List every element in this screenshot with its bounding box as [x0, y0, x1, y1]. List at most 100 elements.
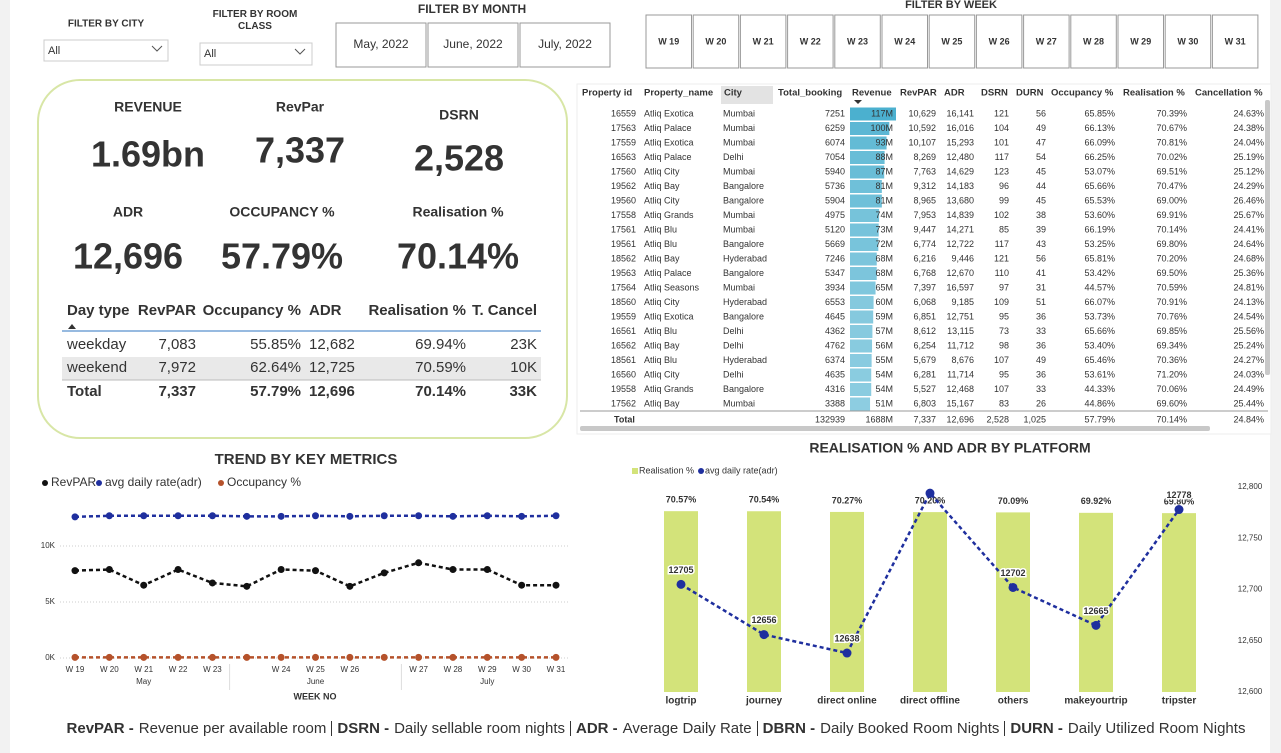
scrollbar[interactable]: [1265, 100, 1270, 375]
week-button[interactable]: [928, 14, 976, 69]
dropdown[interactable]: [43, 39, 169, 62]
table-cell: 45: [1036, 195, 1046, 205]
point: [483, 512, 491, 520]
month-button[interactable]: [519, 22, 611, 68]
point: [415, 559, 423, 567]
y2-tick-label: 12,750: [1238, 533, 1263, 542]
table-cell: 53.25%: [1084, 239, 1115, 249]
table-cell: 19558: [611, 384, 636, 394]
table-cell: Bangalore: [723, 268, 764, 278]
table-cell: 19561: [611, 239, 636, 249]
week-option: W 21: [753, 36, 774, 46]
table-cell: 49: [1036, 123, 1046, 133]
table-cell: Atliq Exotica: [644, 108, 694, 118]
point: [105, 566, 113, 574]
dropdown[interactable]: [199, 42, 313, 66]
data-label: 70.27%: [832, 495, 863, 505]
table-cell: 66.07%: [1084, 297, 1115, 307]
table-cell: 69.91%: [1156, 210, 1187, 220]
week-button[interactable]: [1117, 14, 1164, 69]
point: [552, 581, 560, 589]
column-header: DSRN: [981, 88, 1008, 99]
week-option: W 20: [705, 36, 726, 46]
table-cell: 96: [999, 181, 1009, 191]
table-cell: 19563: [611, 268, 636, 278]
table-cell: 24.03%: [1233, 369, 1264, 379]
table-cell: 4635: [825, 369, 845, 379]
week-button[interactable]: [834, 14, 881, 69]
table-cell: 54: [1036, 152, 1046, 162]
table-cell: 44.86%: [1084, 398, 1115, 408]
table-cell: Bangalore: [723, 384, 764, 394]
footer-meaning: Average Daily Rate: [622, 720, 752, 737]
point: [449, 512, 457, 520]
week-button[interactable]: [1164, 14, 1212, 69]
table-cell: 5,527: [913, 384, 936, 394]
point: [346, 512, 354, 520]
table-cell: Mumbai: [723, 210, 755, 220]
table-cell: 66.25%: [1084, 152, 1115, 162]
x-tick-label: W 31: [547, 665, 566, 674]
table-cell: 7246: [825, 253, 845, 263]
separator: [331, 721, 333, 736]
table-cell: Atliq Bay: [644, 340, 680, 350]
week-button[interactable]: [1070, 14, 1117, 69]
month-button[interactable]: [335, 22, 427, 68]
point: [483, 653, 491, 661]
table-cell: 7054: [825, 152, 845, 162]
week-button[interactable]: [975, 14, 1023, 69]
point: [105, 512, 113, 520]
point: [243, 582, 251, 590]
y-tick-label: 0K: [45, 653, 55, 662]
week-option: W 30: [1177, 36, 1198, 46]
table-cell: 24.38%: [1233, 123, 1264, 133]
week-button[interactable]: [1023, 14, 1070, 69]
point: [842, 648, 852, 658]
table-cell: 88M: [875, 152, 893, 162]
week-button[interactable]: [1211, 14, 1259, 69]
scrollbar[interactable]: [580, 426, 1210, 431]
point: [208, 512, 216, 520]
filter-label: FILTER BY ROOM CLASS: [212, 9, 298, 32]
legend-marker: [218, 480, 224, 486]
table-cell: Bangalore: [723, 195, 764, 205]
legend-marker: [42, 480, 48, 486]
week-button[interactable]: [692, 14, 740, 69]
point: [1091, 620, 1101, 630]
table-cell: 65M: [875, 282, 893, 292]
data-bar: [850, 325, 873, 338]
table-cell: 36: [1036, 369, 1046, 379]
point: [71, 513, 79, 521]
point: [208, 579, 216, 587]
table-cell: 24.04%: [1233, 137, 1264, 147]
table-cell: 69.34%: [1156, 340, 1187, 350]
table-cell: 17559: [611, 137, 636, 147]
month-button[interactable]: [427, 22, 519, 68]
week-button[interactable]: [787, 14, 834, 69]
legend-marker: [96, 480, 102, 486]
table-cell: 16560: [611, 369, 636, 379]
table-cell: 65.85%: [1084, 108, 1115, 118]
table-cell: 87M: [875, 166, 893, 176]
table-cell: 53.07%: [1084, 166, 1115, 176]
point: [312, 512, 319, 520]
table-cell: 17561: [611, 224, 636, 234]
point: [140, 653, 148, 661]
data-bar: [850, 209, 880, 222]
week-button[interactable]: [739, 14, 787, 69]
data-bar: [850, 310, 874, 324]
table-cell: 10,107: [908, 137, 936, 147]
table-cell: 59M: [875, 311, 893, 321]
bar: [747, 511, 781, 692]
table-cell: 57M: [875, 326, 893, 336]
table-cell: 6374: [825, 355, 845, 365]
week-button[interactable]: [881, 14, 928, 69]
table-cell: 7251: [825, 108, 845, 118]
table-cell: 56: [1036, 108, 1046, 118]
bar: [830, 511, 864, 692]
table-cell: 12,682: [309, 336, 355, 353]
table-cell: Atliq City: [644, 195, 680, 205]
week-button[interactable]: [645, 14, 692, 69]
table-cell: 97: [999, 282, 1009, 292]
